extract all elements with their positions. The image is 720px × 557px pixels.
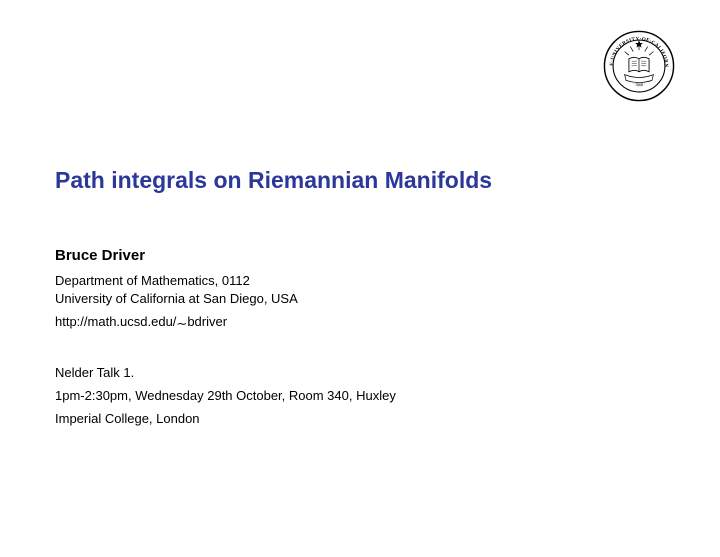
university-seal: THE·UNIVERSITY·OF·CALIFORNIA · 1868 · (603, 30, 675, 102)
talk-time-place: 1pm-2:30pm, Wednesday 29th October, Room… (55, 388, 396, 403)
url-suffix: bdriver (187, 314, 227, 329)
talk-series: Nelder Talk 1. (55, 365, 134, 380)
author-name: Bruce Driver (55, 247, 145, 264)
university-line: University of California at San Diego, U… (55, 291, 298, 306)
slide-title: Path integrals on Riemannian Manifolds (55, 167, 492, 194)
department-line: Department of Mathematics, 0112 (55, 273, 250, 288)
url-prefix: http://math.ucsd.edu/ (55, 314, 176, 329)
author-url: http://math.ucsd.edu/∼bdriver (55, 314, 227, 330)
talk-venue: Imperial College, London (55, 411, 200, 426)
tilde-glyph: ∼ (176, 316, 187, 331)
